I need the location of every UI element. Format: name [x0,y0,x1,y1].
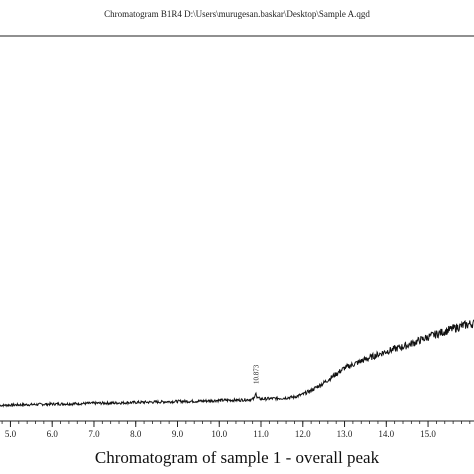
x-tick-label: 8.0 [130,429,142,439]
x-tick-label: 5.0 [5,429,17,439]
figure-caption: Chromatogram of sample 1 - overall peak [94,448,380,467]
x-tick-label: 6.0 [47,429,59,439]
x-tick-label: 11.0 [253,429,269,439]
x-tick-label: 9.0 [172,429,184,439]
x-tick-label: 10.0 [211,429,227,439]
peak-annotation-label: 10.873 [253,364,261,384]
x-tick-label: 15.0 [420,429,436,439]
x-tick-label: 12.0 [295,429,311,439]
x-axis-ticks: 5.0 6.0 7.0 8.0 9.0 10.0 11.0 12.0 13.0 14.0 15.0 [1,421,471,439]
chart-header-title: Chromatogram B1R4 D:\Users\murugesan.bas… [104,9,370,19]
x-tick-label: 14.0 [378,429,394,439]
x-tick-label: 13.0 [337,429,353,439]
chromatogram-trace [0,319,474,408]
x-tick-label: 7.0 [88,429,100,439]
plot-area: 10.873 [0,319,474,408]
